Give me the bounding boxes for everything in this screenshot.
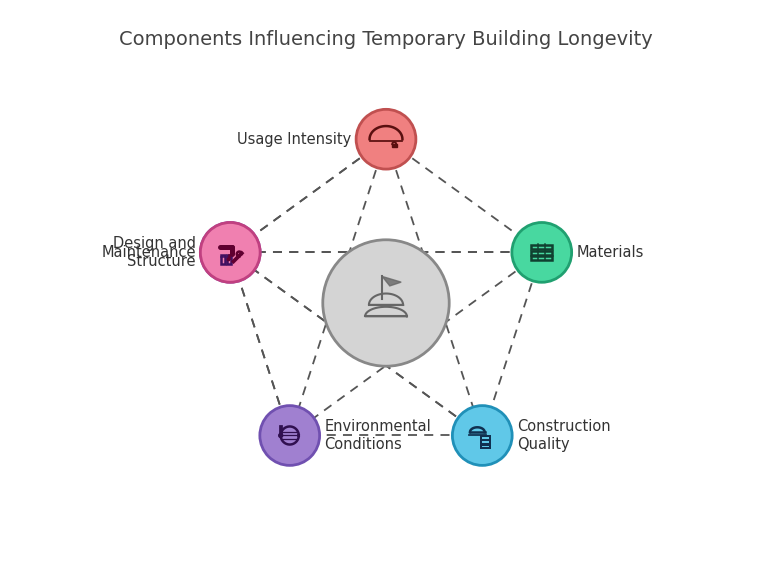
Bar (481, 436, 490, 440)
Circle shape (227, 258, 230, 261)
Text: Construction
Quality: Construction Quality (516, 419, 611, 452)
Circle shape (356, 110, 416, 169)
Text: Materials: Materials (576, 245, 644, 260)
Polygon shape (382, 276, 401, 286)
Bar (481, 444, 490, 448)
Bar (531, 251, 553, 255)
Text: Environmental
Conditions: Environmental Conditions (324, 419, 431, 452)
Bar (531, 245, 553, 249)
Text: Components Influencing Temporary Building Longevity: Components Influencing Temporary Buildin… (119, 30, 653, 49)
Circle shape (260, 406, 320, 465)
Bar (391, 144, 397, 147)
Text: Maintenance: Maintenance (101, 245, 196, 260)
Bar (222, 255, 225, 264)
Circle shape (452, 406, 512, 465)
Text: Usage Intensity: Usage Intensity (237, 132, 351, 147)
Circle shape (279, 434, 283, 437)
Circle shape (512, 223, 571, 282)
Circle shape (323, 240, 449, 366)
Circle shape (201, 223, 260, 282)
Text: Design and
Structure: Design and Structure (113, 236, 196, 269)
Circle shape (201, 223, 260, 282)
Bar (531, 257, 553, 261)
Bar (227, 255, 231, 264)
Bar (481, 440, 490, 444)
